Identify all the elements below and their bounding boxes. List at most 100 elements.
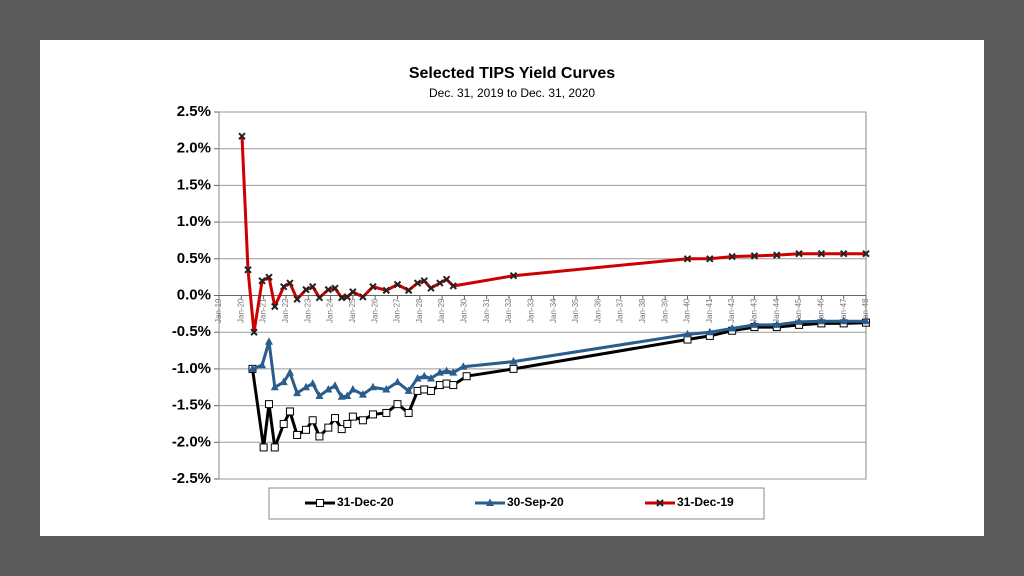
- point: [442, 366, 451, 375]
- x-tick-label: Jan-42: [727, 298, 736, 323]
- point: [462, 372, 471, 381]
- point: [337, 425, 346, 434]
- point: [817, 249, 826, 258]
- point: [286, 279, 294, 287]
- point: [348, 384, 357, 393]
- point: [404, 386, 413, 394]
- point: [393, 400, 402, 409]
- x-tick-label: Jan-47: [839, 298, 848, 323]
- x-tick-label: Jan-19: [214, 298, 223, 323]
- point: [435, 368, 444, 376]
- point: [343, 419, 352, 428]
- x-tick-label: Jan-36: [593, 298, 602, 323]
- point: [772, 320, 781, 328]
- x-tick-label: Jan-44: [772, 298, 781, 323]
- y-tick-label: -2.0%: [172, 433, 211, 450]
- x-tick-label: Jan-32: [504, 298, 513, 323]
- point: [348, 412, 357, 421]
- x-tick-label: Jan-35: [571, 298, 580, 323]
- chart-subtitle: Dec. 31, 2019 to Dec. 31, 2020: [429, 86, 595, 100]
- x-tick-label: Jan-39: [660, 298, 669, 323]
- point: [683, 329, 692, 338]
- point: [750, 252, 759, 260]
- point: [302, 382, 311, 391]
- x-tick-label: Jan-41: [705, 298, 714, 323]
- point: [238, 132, 246, 140]
- point: [486, 498, 494, 506]
- point: [279, 377, 288, 386]
- point: [404, 408, 413, 417]
- point: [302, 425, 311, 434]
- point: [509, 357, 518, 365]
- y-tick-label: 0.0%: [177, 286, 211, 303]
- point: [264, 337, 273, 345]
- point: [259, 443, 268, 452]
- x-tick-label: Jan-48: [861, 298, 870, 323]
- point: [449, 368, 458, 376]
- point: [331, 284, 339, 292]
- point: [413, 373, 422, 382]
- point: [270, 382, 279, 391]
- point: [285, 368, 294, 376]
- point: [271, 302, 279, 311]
- y-tick-label: 1.5%: [177, 176, 211, 193]
- x-tick-label: Jan-23: [303, 298, 312, 323]
- point: [315, 391, 324, 400]
- point: [773, 251, 781, 259]
- point: [449, 381, 458, 390]
- point: [862, 316, 870, 325]
- x-tick-label: Jan-27: [393, 298, 402, 323]
- legend-label: 30-Sep-20: [507, 495, 564, 509]
- point: [817, 316, 826, 325]
- point: [270, 443, 279, 452]
- x-tick-label: Jan-24: [326, 298, 335, 323]
- y-tick-label: 2.5%: [177, 103, 211, 120]
- x-tick-label: Jan-20: [236, 298, 245, 323]
- point: [285, 407, 294, 416]
- chart-panel: [40, 40, 984, 536]
- point: [706, 255, 714, 263]
- point: [459, 362, 468, 370]
- point: [368, 382, 377, 391]
- point: [413, 279, 422, 287]
- point: [426, 373, 435, 382]
- x-tick-label: Jan-29: [437, 298, 446, 323]
- y-tick-label: -2.5%: [172, 470, 211, 487]
- y-tick-label: -1.5%: [172, 397, 211, 414]
- legend-label: 31-Dec-19: [677, 495, 734, 509]
- x-tick-label: Jan-38: [638, 298, 647, 323]
- point: [509, 271, 518, 280]
- point: [656, 499, 664, 507]
- point: [308, 416, 317, 425]
- point: [331, 381, 340, 389]
- point: [393, 377, 402, 386]
- point: [795, 317, 804, 325]
- point: [427, 284, 435, 292]
- legend-box: [268, 487, 765, 520]
- point: [369, 282, 377, 291]
- point: [315, 432, 324, 441]
- y-tick-label: -1.0%: [172, 360, 211, 377]
- point: [426, 386, 435, 395]
- point: [413, 386, 422, 395]
- point: [316, 499, 324, 507]
- point: [343, 391, 352, 400]
- point: [404, 286, 413, 295]
- point: [442, 275, 451, 284]
- point: [302, 285, 310, 294]
- point: [248, 364, 257, 372]
- x-tick-label: Jan-25: [348, 298, 357, 323]
- y-tick-label: -0.5%: [172, 323, 211, 340]
- point: [315, 293, 324, 302]
- x-tick-label: Jan-34: [549, 298, 558, 323]
- point: [436, 279, 444, 287]
- point: [250, 328, 258, 336]
- point: [258, 277, 266, 285]
- point: [349, 288, 357, 296]
- x-tick-label: Jan-28: [415, 298, 424, 323]
- point: [258, 360, 267, 369]
- point: [420, 277, 428, 285]
- y-tick-label: 0.5%: [177, 250, 211, 267]
- point: [337, 293, 346, 302]
